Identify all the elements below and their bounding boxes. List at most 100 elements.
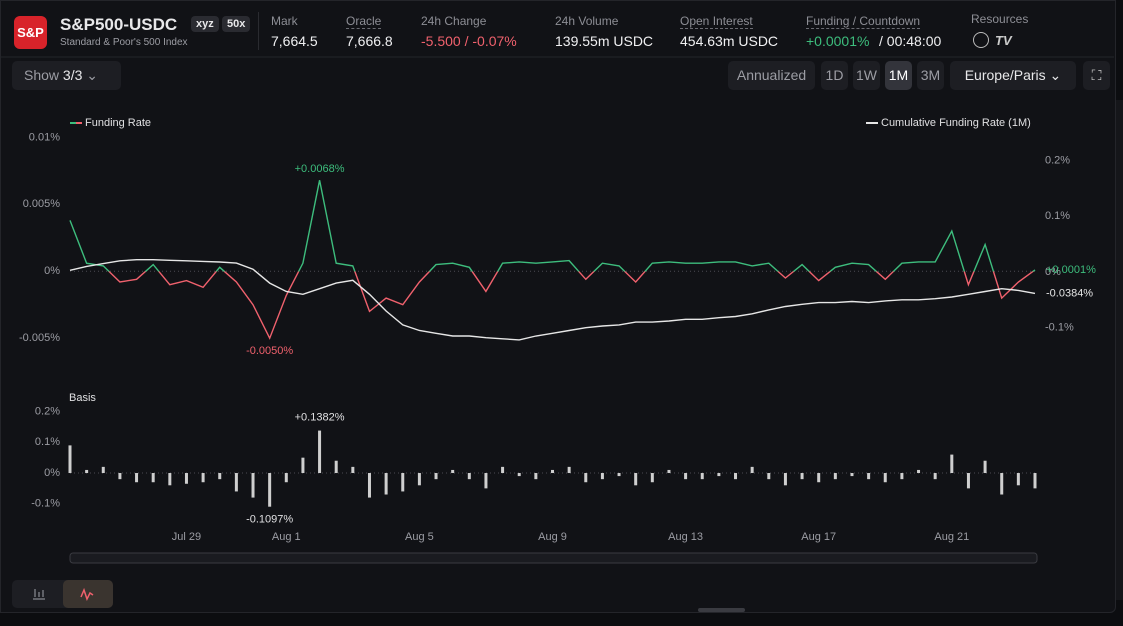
bar bbox=[1016, 473, 1020, 486]
y2-tick-label: 0% bbox=[1045, 266, 1061, 278]
bar bbox=[634, 473, 638, 486]
bar bbox=[151, 473, 155, 483]
line-view-button[interactable] bbox=[63, 580, 113, 608]
y-tick-label: 0% bbox=[44, 467, 60, 479]
range-button[interactable]: 1D bbox=[821, 61, 848, 90]
range-button[interactable]: 3M bbox=[917, 61, 944, 90]
x-tick-label: Aug 13 bbox=[668, 531, 703, 543]
stat-value: 454.63m USDC bbox=[680, 33, 779, 49]
stat-value: +0.0001% bbox=[806, 33, 870, 49]
max-label: +0.1382% bbox=[295, 411, 345, 423]
bar bbox=[783, 473, 787, 486]
resources-label: Resources bbox=[971, 12, 1029, 26]
bar bbox=[301, 457, 305, 474]
y-tick-label: -0.005% bbox=[19, 332, 60, 344]
bar bbox=[268, 473, 272, 507]
bar bbox=[983, 460, 987, 474]
bar bbox=[467, 473, 471, 480]
bar bbox=[68, 445, 72, 474]
bar bbox=[600, 473, 604, 480]
y-tick-label: 0.005% bbox=[23, 198, 61, 210]
stat-label: Mark bbox=[271, 14, 298, 28]
bar bbox=[417, 473, 421, 486]
series-line bbox=[69, 259, 1036, 341]
bar bbox=[234, 473, 238, 492]
badge: 50x bbox=[222, 16, 251, 32]
stat-label: Open Interest bbox=[680, 14, 753, 29]
last-label: -0.0384% bbox=[1046, 287, 1093, 299]
bar bbox=[717, 473, 721, 477]
stat-label: Funding / Countdown bbox=[806, 14, 921, 29]
x-tick-label: Aug 21 bbox=[934, 531, 969, 543]
globe-icon[interactable] bbox=[973, 32, 989, 48]
bar bbox=[817, 473, 821, 483]
bar bbox=[584, 473, 588, 483]
bar bbox=[135, 473, 139, 483]
symbol: S&P500-USDC bbox=[60, 15, 178, 34]
bar bbox=[351, 466, 355, 474]
stat-label: 24h Volume bbox=[555, 14, 619, 28]
range-slider[interactable] bbox=[69, 552, 1038, 564]
bar bbox=[551, 469, 554, 474]
bar bbox=[684, 473, 688, 480]
bar bbox=[800, 473, 804, 480]
legend-label: Funding Rate bbox=[85, 117, 151, 129]
y-tick-label: 0.01% bbox=[29, 131, 60, 143]
bar bbox=[867, 473, 871, 480]
range-button[interactable]: 1M bbox=[885, 61, 912, 90]
stat-value: 139.55m USDC bbox=[555, 33, 654, 49]
bar bbox=[734, 473, 738, 480]
bar bbox=[833, 473, 837, 480]
bar bbox=[484, 473, 488, 489]
bar bbox=[284, 473, 288, 483]
stat-label: 24h Change bbox=[421, 14, 487, 28]
bar bbox=[567, 466, 571, 474]
bar bbox=[85, 469, 89, 474]
logo: S&P bbox=[14, 16, 47, 49]
bar bbox=[501, 466, 505, 474]
bar bbox=[667, 469, 671, 474]
x-tick-label: Aug 1 bbox=[272, 531, 301, 543]
bar bbox=[367, 473, 371, 498]
timezone: Europe/Paris bbox=[964, 67, 1046, 83]
bar bbox=[767, 473, 771, 480]
bar-view-icon[interactable] bbox=[33, 589, 45, 600]
bar bbox=[434, 473, 438, 480]
x-tick-label: Jul 29 bbox=[172, 531, 201, 543]
bar bbox=[101, 466, 105, 474]
bar bbox=[933, 473, 937, 480]
bar bbox=[617, 473, 621, 477]
resize-handle[interactable] bbox=[698, 608, 745, 612]
range-button[interactable]: 1W bbox=[853, 61, 880, 90]
y-tick-label: 0.1% bbox=[35, 436, 60, 448]
annualized-button[interactable]: Annualized bbox=[728, 61, 815, 90]
last-label: +0.0001% bbox=[1046, 264, 1096, 276]
y2-tick-label: 0.2% bbox=[1045, 154, 1070, 166]
stat-value: 7,666.8 bbox=[346, 33, 393, 49]
fullscreen-button[interactable]: ⛶ bbox=[1083, 61, 1110, 90]
stat-value: 7,664.5 bbox=[271, 33, 318, 49]
bar bbox=[384, 473, 388, 495]
stat-value: -5.500 / -0.07% bbox=[421, 33, 517, 49]
subtitle: Standard & Poor's 500 Index bbox=[60, 37, 188, 48]
max-label: +0.0068% bbox=[295, 163, 345, 175]
bar bbox=[251, 473, 255, 498]
tv-icon[interactable]: TV bbox=[995, 33, 1012, 48]
min-label: -0.0050% bbox=[246, 345, 293, 357]
bar bbox=[917, 469, 921, 474]
show-value: 3/3 bbox=[62, 67, 83, 83]
timezone-select[interactable]: Europe/Paris ⌄ bbox=[950, 61, 1076, 90]
line-view-icon bbox=[80, 587, 94, 601]
x-tick-label: Aug 5 bbox=[405, 531, 434, 543]
y-tick-label: 0% bbox=[44, 265, 60, 277]
bar bbox=[750, 466, 754, 474]
bar bbox=[1033, 473, 1037, 489]
show-select[interactable]: Show 3/3 ⌄ bbox=[12, 61, 121, 90]
chart-title: Basis bbox=[69, 392, 96, 404]
bar bbox=[517, 473, 521, 477]
bar bbox=[201, 473, 205, 483]
bar bbox=[334, 460, 338, 474]
y2-tick-label: -0.1% bbox=[1045, 322, 1074, 334]
bar bbox=[850, 473, 854, 477]
badge: xyz bbox=[191, 16, 219, 32]
